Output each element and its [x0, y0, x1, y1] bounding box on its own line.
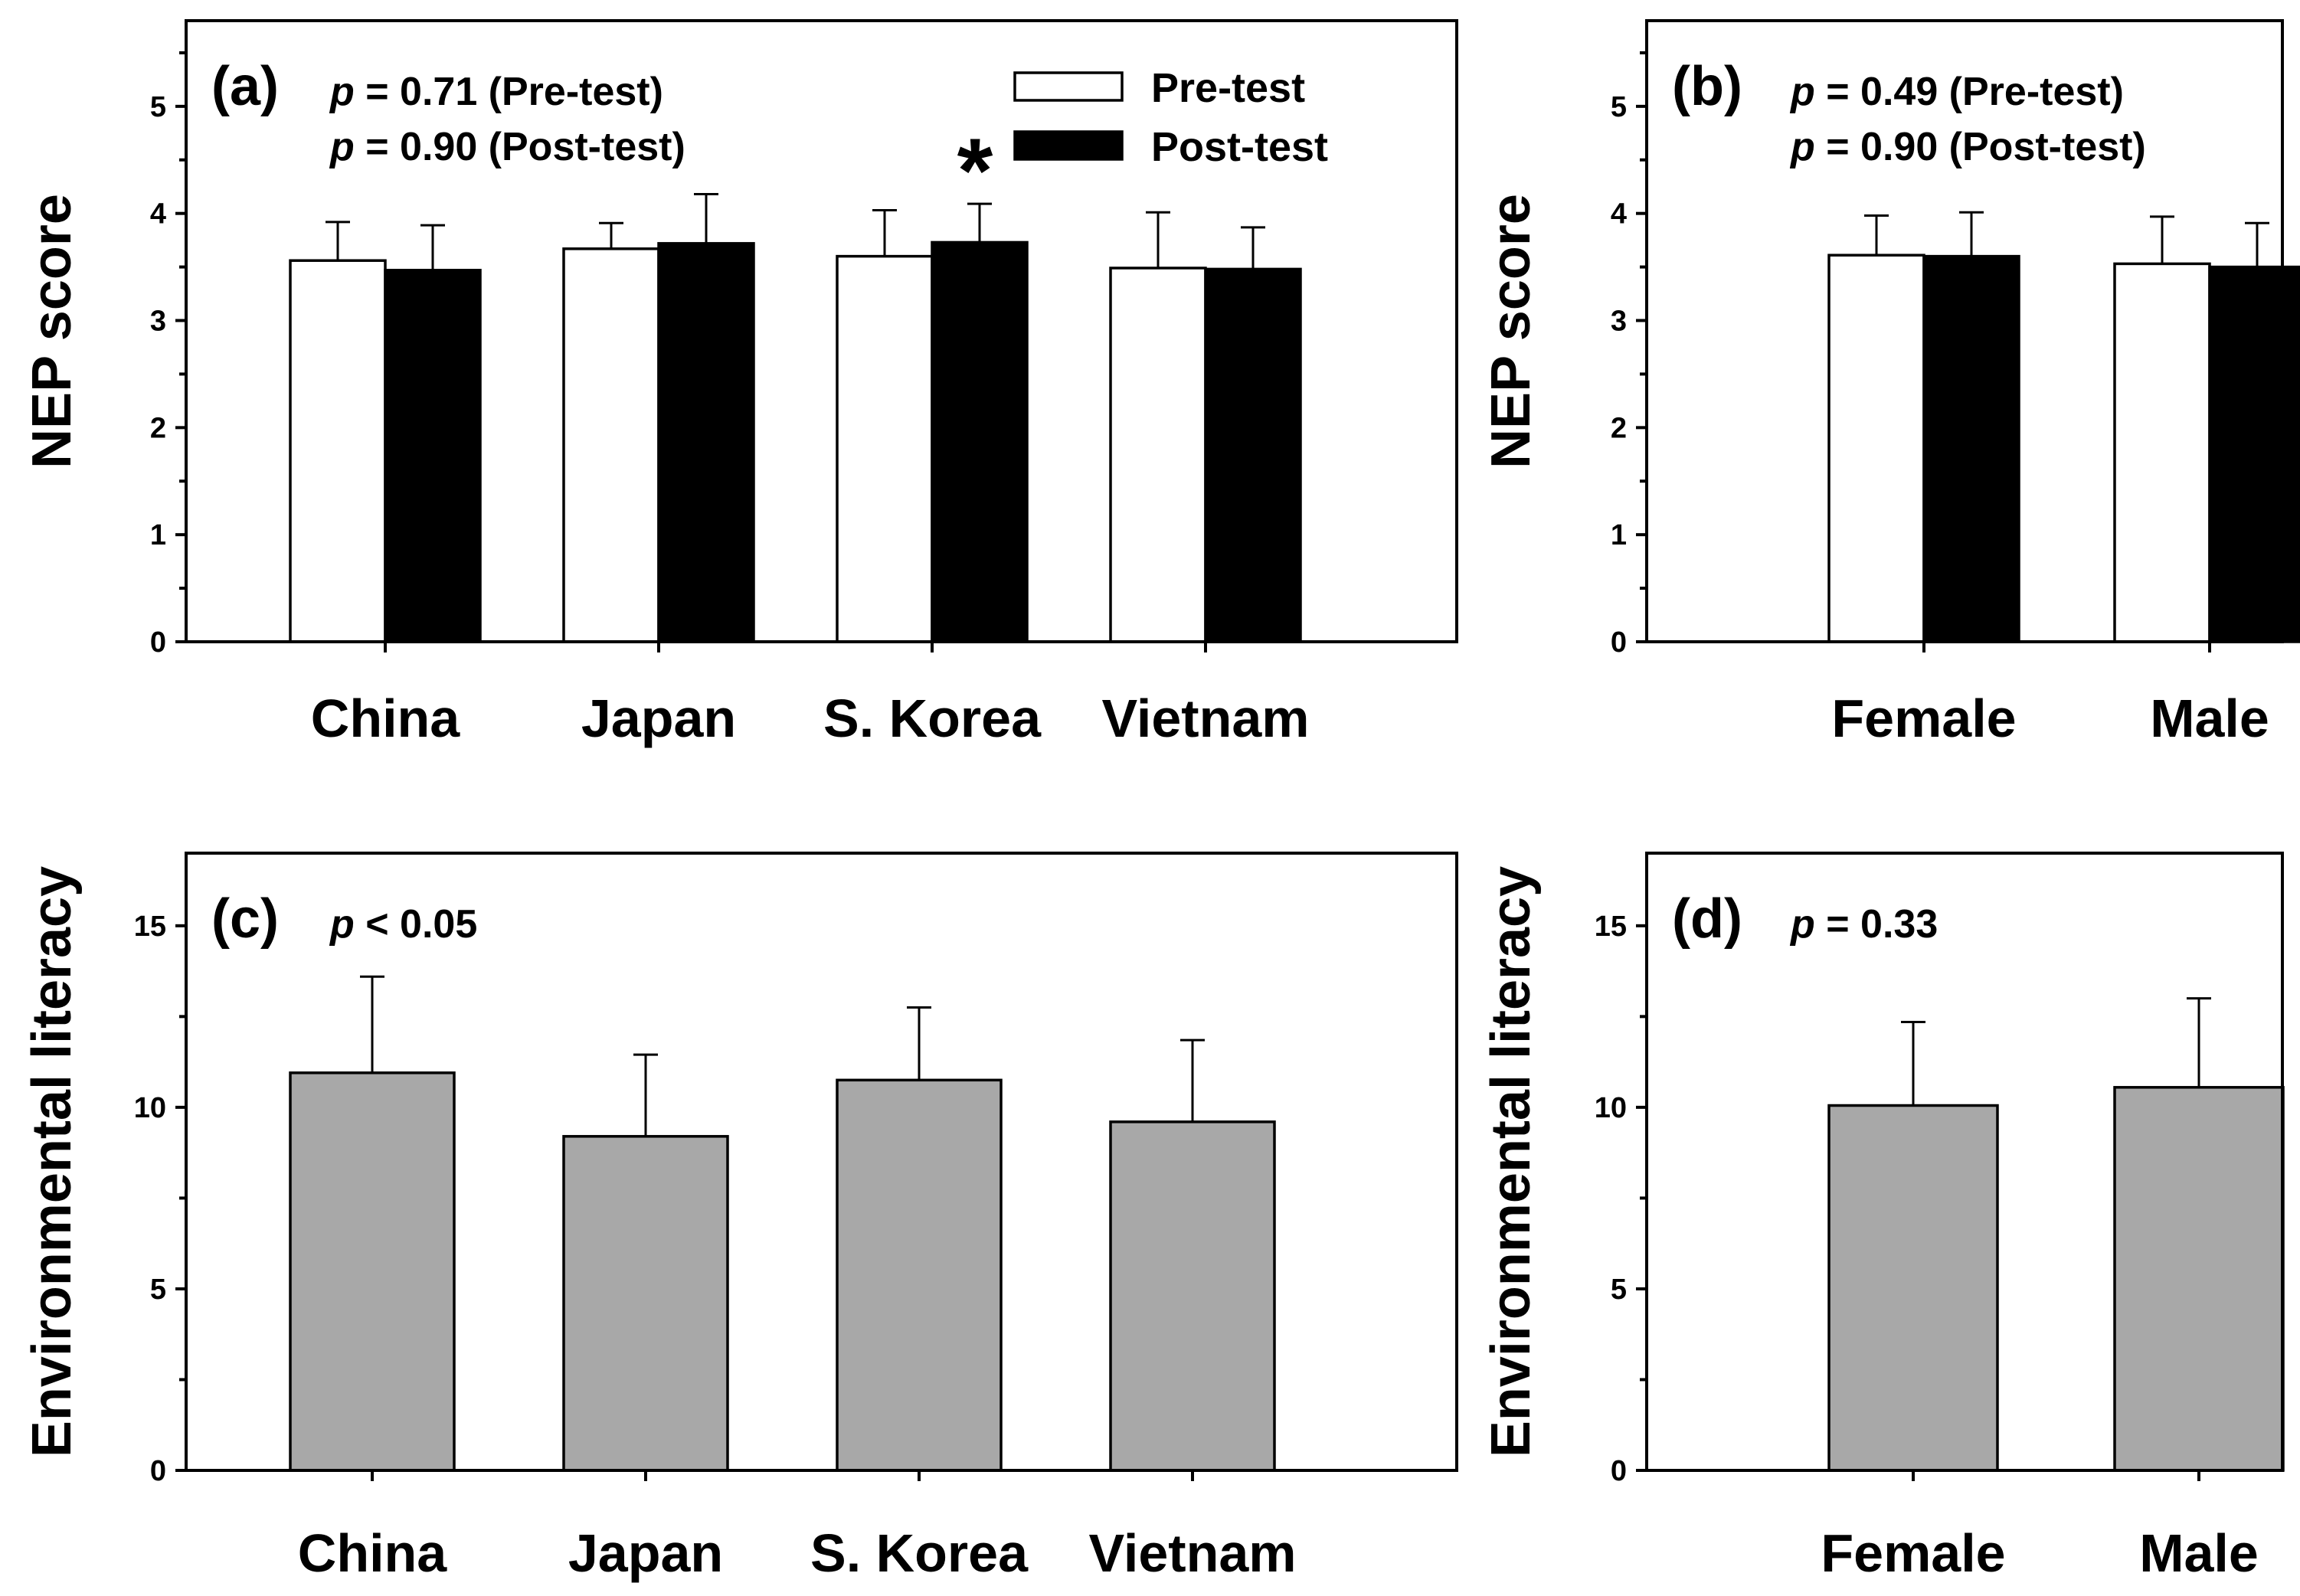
- plot-frame: [1645, 19, 2284, 643]
- legend-swatch-post: [1013, 130, 1124, 161]
- category-label: Vietnam: [1088, 1523, 1296, 1583]
- p-symbol: p: [1789, 902, 1815, 947]
- y-tick-label: 2: [150, 412, 166, 444]
- bar-pre-test-vietnam: [1109, 267, 1207, 643]
- plot-frame: [1645, 852, 2284, 1472]
- y-tick-label: 2: [1611, 412, 1627, 444]
- p-value-text: p < 0.05: [329, 902, 477, 947]
- y-tick-label: 3: [150, 306, 166, 338]
- panel-label: (c): [211, 888, 279, 950]
- bar-post-test-male: [2208, 265, 2300, 643]
- y-tick-label: 5: [150, 91, 166, 123]
- legend-label-pre: Pre-test: [1151, 65, 1305, 111]
- y-axis-label: Environmental literacy: [21, 866, 83, 1457]
- bar-pre-test-female: [1827, 253, 1925, 643]
- p-value: = 0.90 (Post-test): [355, 125, 685, 169]
- bar-pre-test-s-korea: [836, 254, 934, 643]
- p-value: = 0.90 (Post-test): [1815, 125, 2146, 169]
- y-tick-label: 0: [1611, 1455, 1627, 1487]
- p-value: = 0.71 (Pre-test): [355, 70, 663, 114]
- category-label: China: [298, 1523, 448, 1583]
- y-tick-label: 1: [150, 519, 166, 551]
- y-axis-label: NEP score: [21, 194, 83, 469]
- y-axis-label: Environmental literacy: [1480, 866, 1542, 1457]
- p-symbol: p: [329, 902, 355, 947]
- legend-swatch-pre: [1013, 71, 1124, 102]
- legend: Pre-test Post-test: [1013, 65, 1328, 170]
- y-tick-label: 5: [1611, 91, 1627, 123]
- y-tick-label: 10: [1595, 1092, 1627, 1124]
- bar-post-test-japan: [657, 242, 755, 643]
- bar-male: [2113, 1086, 2285, 1472]
- p-value-text: p = 0.90 (Post-test): [329, 125, 685, 169]
- p-symbol: p: [329, 70, 355, 114]
- p-value-text: p = 0.49 (Pre-test): [1789, 70, 2124, 114]
- p-value-text: p = 0.33: [1789, 902, 1938, 947]
- p-value-text: p = 0.71 (Pre-test): [329, 70, 663, 114]
- significance-star: *: [957, 119, 993, 222]
- p-value-text: p = 0.90 (Post-test): [1789, 125, 2146, 169]
- y-tick-label: 3: [1611, 306, 1627, 338]
- bar-vietnam: [1109, 1120, 1276, 1472]
- panel-d: 0 5 10 15 Environmental literacy Female Male (d…: [1480, 852, 2285, 1583]
- p-value: < 0.05: [355, 902, 477, 947]
- y-tick-label: 0: [1611, 626, 1627, 659]
- p-symbol: p: [1789, 125, 1815, 169]
- panel-a: 0 1 2 3 4 5 NEP score China Japan S. Korea Vietnam…: [21, 19, 1458, 748]
- bar-pre-test-china: [289, 259, 387, 643]
- y-tick-label: 15: [134, 911, 166, 943]
- category-label: Male: [2150, 688, 2269, 748]
- y-tick-label: 1: [1611, 519, 1627, 551]
- bar-pre-test-male: [2113, 262, 2211, 643]
- p-symbol: p: [329, 125, 355, 169]
- bar-post-test-vietnam: [1204, 267, 1302, 643]
- category-label: S. Korea: [823, 688, 1042, 748]
- panel-label: (a): [211, 56, 279, 117]
- bar-post-test-s-korea: [931, 240, 1029, 643]
- category-label: Vietnam: [1101, 688, 1309, 748]
- y-tick-label: 15: [1595, 911, 1627, 943]
- bar-female: [1827, 1104, 1999, 1472]
- p-value: = 0.49 (Pre-test): [1815, 70, 2124, 114]
- bar-china: [289, 1071, 456, 1472]
- panel-label: (d): [1672, 888, 1742, 950]
- legend-label-post: Post-test: [1151, 124, 1328, 170]
- bar-pre-test-japan: [562, 247, 660, 643]
- panel-c: 0 5 10 15 Environmental literacy China Japan S.…: [21, 852, 1458, 1583]
- category-label: Female: [1821, 1523, 2005, 1583]
- y-tick-label: 4: [1611, 198, 1627, 231]
- y-tick-label: 4: [150, 198, 166, 231]
- y-axis-label: NEP score: [1480, 194, 1542, 469]
- category-label: Japan: [581, 688, 736, 748]
- category-label: S. Korea: [810, 1523, 1029, 1583]
- y-tick-label: 0: [150, 1455, 166, 1487]
- panel-b: 0 1 2 3 4 5 NEP score Female Male (b) p = 0.49 (Pr…: [1480, 19, 2300, 748]
- y-tick-label: 5: [1611, 1274, 1627, 1306]
- y-tick-label: 5: [150, 1274, 166, 1306]
- plot-frame: [185, 19, 1458, 643]
- bar-post-test-china: [384, 269, 482, 643]
- bar-s-korea: [836, 1078, 1003, 1472]
- p-value: = 0.33: [1815, 902, 1938, 947]
- bar-japan: [562, 1135, 729, 1472]
- category-label: China: [311, 688, 461, 748]
- p-symbol: p: [1789, 70, 1815, 114]
- y-tick-label: 10: [134, 1092, 166, 1124]
- category-label: Japan: [568, 1523, 723, 1583]
- category-label: Male: [2139, 1523, 2259, 1583]
- bar-post-test-female: [1922, 254, 2020, 643]
- y-tick-label: 0: [150, 626, 166, 659]
- panel-label: (b): [1672, 56, 1742, 117]
- plot-frame: [185, 852, 1458, 1472]
- category-label: Female: [1831, 688, 2016, 748]
